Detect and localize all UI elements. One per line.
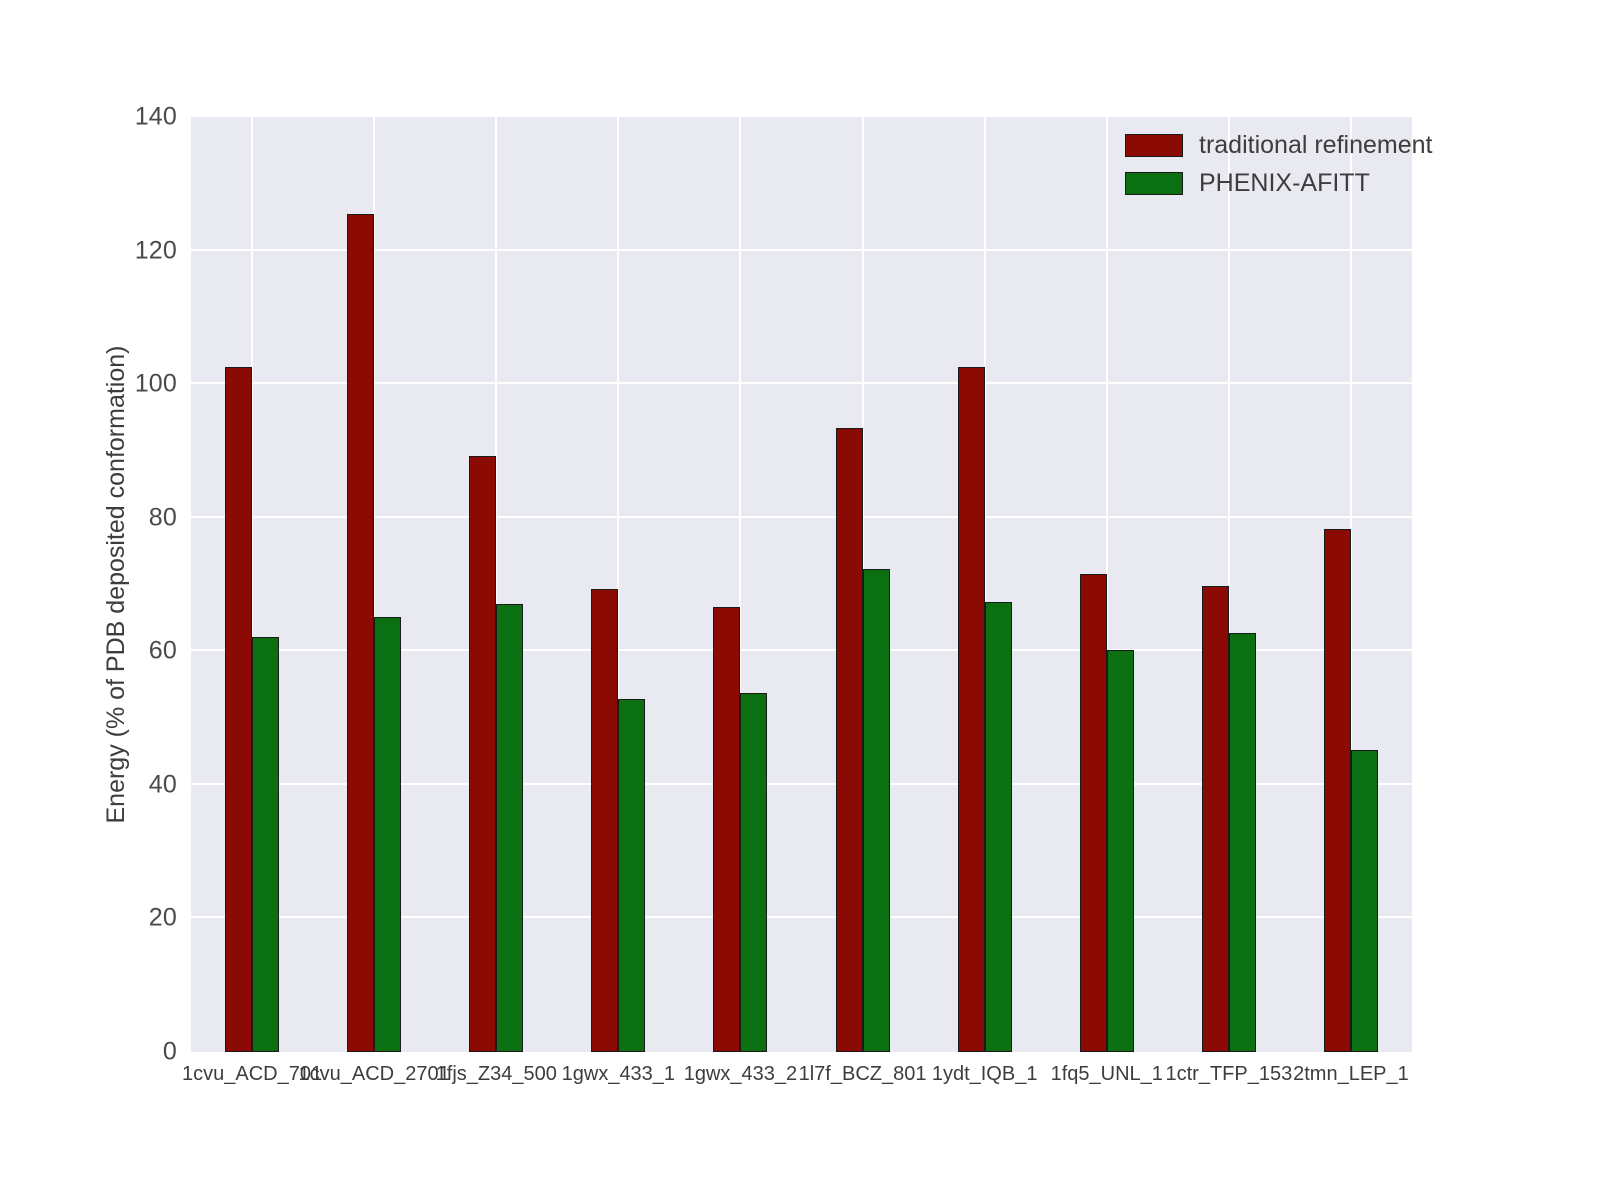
bar[interactable]	[225, 367, 253, 1052]
bar[interactable]	[740, 693, 768, 1052]
legend-swatch-icon	[1125, 171, 1183, 195]
y-axis-label: Energy (% of PDB deposited conformation)	[101, 345, 130, 824]
x-tick-label: 1fjs_Z34_500	[435, 1063, 557, 1085]
bar[interactable]	[835, 427, 863, 1052]
bar[interactable]	[713, 607, 741, 1052]
bar[interactable]	[1201, 585, 1229, 1052]
x-tick-label: 1l7f_BCZ_801	[798, 1063, 927, 1085]
y-tick-label: 40	[148, 770, 177, 799]
y-tick-label: 120	[134, 236, 177, 265]
bar[interactable]	[1106, 649, 1134, 1052]
gridline	[251, 117, 254, 1052]
x-tick-label: 1ydt_IQB_1	[931, 1063, 1038, 1085]
x-axis-ticks: 1cvu_ACD_701 1cvu_ACD_2701 1fjs_Z34_500 1gw…	[182, 1063, 1412, 1103]
bar[interactable]	[469, 456, 497, 1052]
x-tick-label: 1gwx_433_1	[561, 1063, 676, 1085]
y-axis-ticks: 0 20 40 60 80 100 120 140	[0, 0, 191, 1200]
bar[interactable]	[1079, 573, 1107, 1052]
bar[interactable]	[984, 601, 1012, 1052]
bar[interactable]	[496, 603, 524, 1052]
legend-item-traditional-refinement[interactable]: traditional refinement	[1125, 126, 1432, 164]
x-tick-label: 1ctr_TFP_153	[1165, 1063, 1293, 1085]
x-tick-label: 2tmn_LEP_1	[1293, 1063, 1409, 1085]
bar[interactable]	[1228, 632, 1256, 1052]
y-tick-label: 60	[148, 636, 177, 665]
gridline	[495, 117, 498, 1052]
legend-swatch-icon	[1125, 133, 1183, 157]
x-tick-label: 1gwx_433_2	[683, 1063, 798, 1085]
gridline	[617, 117, 620, 1052]
gridline	[191, 515, 1412, 518]
plot-area	[191, 117, 1412, 1052]
bar[interactable]	[957, 367, 985, 1052]
gridline	[191, 649, 1412, 652]
y-tick-label: 20	[148, 903, 177, 932]
x-tick-label: 1cvu_ACD_2701	[298, 1063, 450, 1085]
gridline	[1105, 117, 1108, 1052]
bar[interactable]	[591, 589, 619, 1052]
y-tick-label: 100	[134, 369, 177, 398]
legend-item-phenix-afitt[interactable]: PHENIX-AFITT	[1125, 164, 1410, 202]
legend-label: PHENIX-AFITT	[1199, 168, 1370, 197]
gridline	[373, 117, 376, 1052]
x-tick-label: 1fq5_UNL_1	[1050, 1063, 1163, 1085]
gridline	[191, 782, 1412, 785]
x-tick-label: 1cvu_ACD_701	[182, 1063, 323, 1085]
bar[interactable]	[862, 569, 890, 1052]
gridline	[191, 248, 1412, 251]
gridline	[191, 382, 1412, 385]
bar[interactable]	[1323, 529, 1351, 1052]
y-tick-label: 80	[148, 503, 177, 532]
bar[interactable]	[1350, 750, 1378, 1052]
bar[interactable]	[347, 213, 375, 1052]
gridline	[983, 117, 986, 1052]
chart-legend: traditional refinement PHENIX-AFITT	[1125, 126, 1432, 202]
bar[interactable]	[618, 698, 646, 1052]
gridline	[1227, 117, 1230, 1052]
bar[interactable]	[252, 637, 280, 1052]
gridline	[1349, 117, 1352, 1052]
gridline	[739, 117, 742, 1052]
y-tick-label: 140	[134, 102, 177, 131]
y-tick-label: 0	[162, 1037, 177, 1066]
bar[interactable]	[374, 616, 402, 1052]
legend-label: traditional refinement	[1199, 130, 1433, 159]
gridline	[191, 916, 1412, 919]
